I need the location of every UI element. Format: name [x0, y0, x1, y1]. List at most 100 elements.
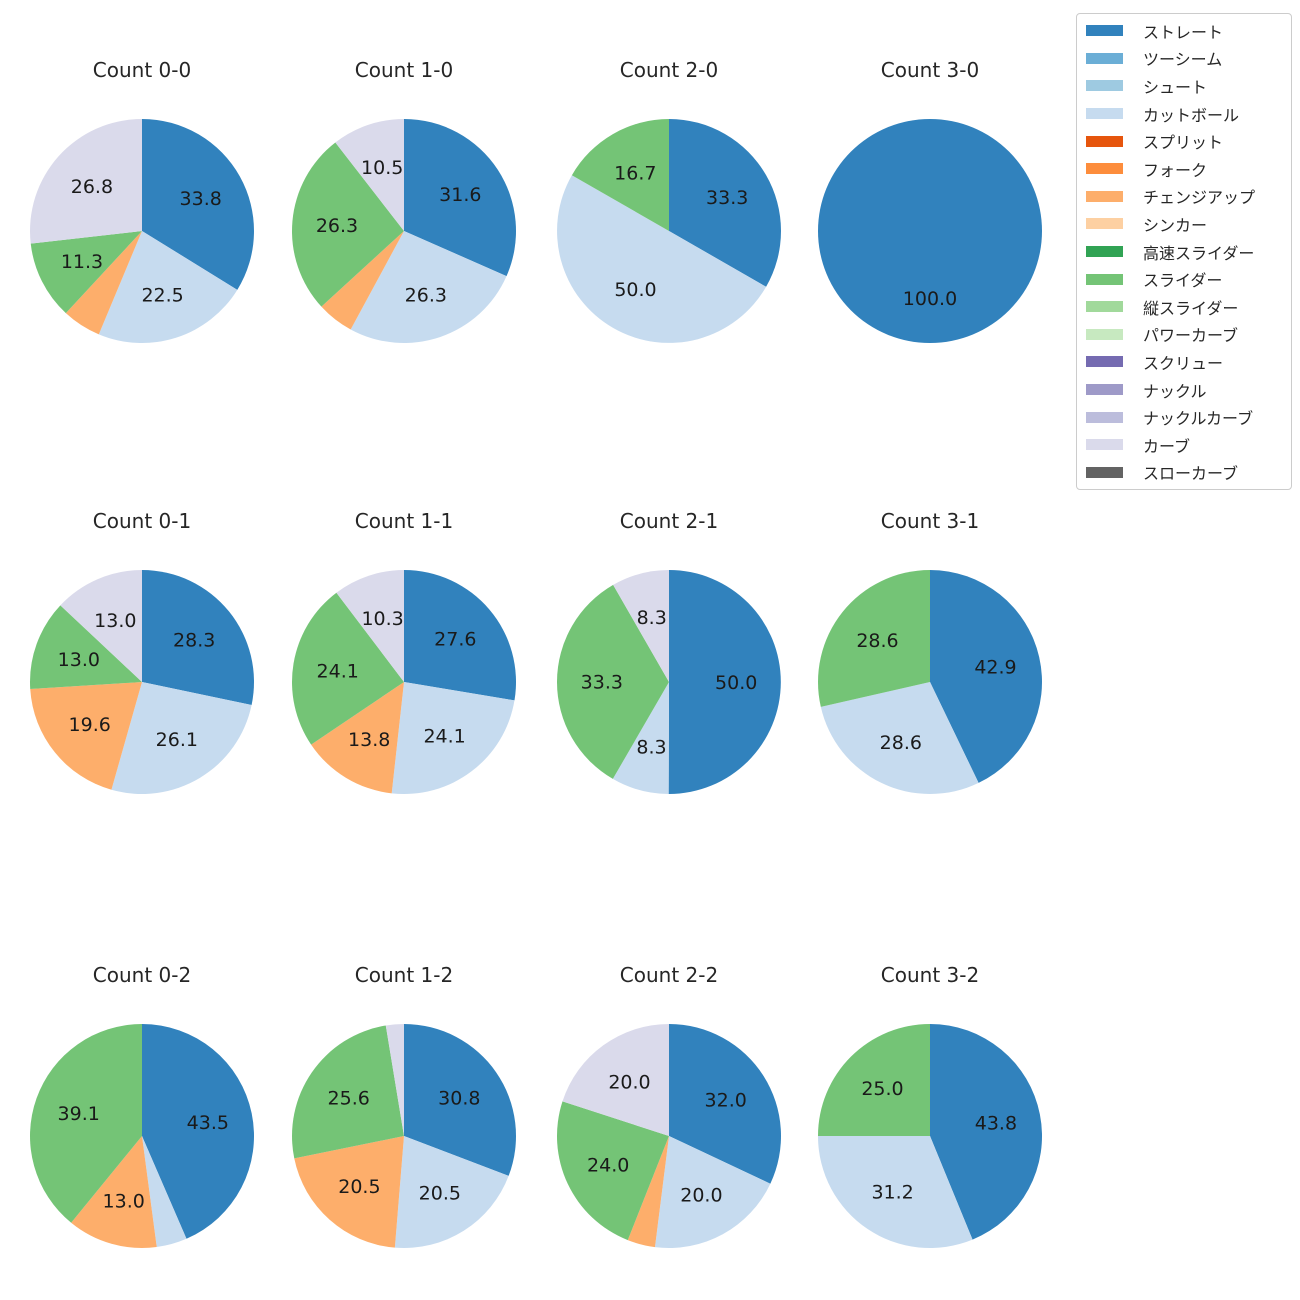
pie-slice — [30, 1024, 142, 1223]
legend-swatch-icon — [1086, 328, 1123, 340]
chart-title-count-3-0: Count 3-0 — [880, 58, 980, 82]
pct-label: 13.0 — [94, 610, 136, 632]
pct-label: 26.3 — [316, 215, 358, 237]
pct-label: 13.0 — [58, 649, 100, 671]
legend-item: ナックルカーブ — [1086, 403, 1285, 431]
chart-cell-count-3-1: Count 3-1 42.9 28.6 28.6 — [810, 507, 1050, 811]
pie-slice — [394, 1136, 509, 1249]
chart-cell-count-3-2: Count 3-2 43.8 31.2 25.0 — [810, 961, 1050, 1265]
legend-swatch-icon — [1086, 356, 1123, 368]
pie-slice — [818, 1024, 930, 1136]
legend-label: パワーカーブ — [1143, 326, 1239, 346]
legend-label: 縦スライダー — [1143, 298, 1239, 318]
legend-label: ナックル — [1143, 381, 1207, 401]
legend-label: チェンジアップ — [1143, 188, 1256, 208]
legend-item: パワーカーブ — [1086, 321, 1285, 349]
pct-label: 22.5 — [141, 285, 183, 307]
pct-label: 31.6 — [439, 184, 481, 206]
pie-slice — [930, 570, 1042, 783]
pie-chart-count-2-1: 50.0 8.3 33.3 8.3 — [556, 570, 781, 795]
pct-label: 26.3 — [405, 284, 447, 306]
pct-label: 13.8 — [348, 729, 390, 751]
pct-label: 28.3 — [173, 629, 215, 651]
legend-item: 高速スライダー — [1086, 238, 1285, 266]
chart-cell-count-1-2: Count 1-2 30.8 20.5 20.5 25.6 — [284, 961, 524, 1265]
pct-label: 20.0 — [680, 1185, 722, 1207]
pie-slice — [30, 119, 142, 244]
pct-label: 10.5 — [361, 157, 403, 179]
pie-chart-count-0-1: 28.3 26.1 19.6 13.0 13.0 — [29, 570, 254, 795]
pie-chart-count-2-2: 32.0 20.0 24.0 20.0 — [556, 1024, 782, 1249]
legend-swatch-icon — [1086, 25, 1123, 37]
chart-title-count-2-0: Count 2-0 — [619, 58, 719, 82]
chart-title-count-0-1: Count 0-1 — [92, 509, 192, 533]
legend-item: ツーシーム — [1086, 45, 1285, 73]
legend-item: カットボール — [1086, 100, 1285, 128]
pct-label: 27.6 — [434, 628, 476, 650]
pie-slice — [65, 231, 142, 335]
pie-slice — [818, 119, 1042, 343]
pct-label: 24.1 — [317, 661, 359, 683]
legend-label: 高速スライダー — [1143, 243, 1255, 263]
legend-swatch-icon — [1086, 218, 1123, 230]
pie-slice — [571, 119, 669, 231]
legend-label: カーブ — [1143, 436, 1191, 456]
chart-title-count-1-0: Count 1-0 — [354, 58, 454, 82]
legend-item: スローカーブ — [1086, 459, 1285, 487]
pct-label: 13.0 — [103, 1190, 145, 1212]
chart-cell-count-0-0: Count 0-0 33.8 22.5 11.3 26.8 — [22, 56, 262, 360]
legend-label: シンカー — [1143, 215, 1208, 235]
pie-chart-count-0-0: 33.8 22.5 11.3 26.8 — [30, 119, 254, 344]
pct-label: 50.0 — [614, 279, 656, 301]
legend-item: ナックル — [1086, 376, 1285, 404]
legend-item: ストレート — [1086, 17, 1285, 45]
legend-swatch-icon — [1086, 135, 1123, 147]
pie-slice — [291, 142, 404, 307]
legend-swatch-icon — [1086, 108, 1123, 120]
pie-slice — [291, 592, 404, 745]
chart-title-count-2-1: Count 2-1 — [619, 509, 719, 533]
pct-label: 16.7 — [614, 162, 656, 184]
chart-cell-count-0-2: Count 0-2 43.5 13.0 39.1 — [22, 961, 262, 1265]
pct-label: 28.6 — [856, 630, 898, 652]
pct-label: 43.5 — [187, 1112, 229, 1134]
legend-label: スクリュー — [1143, 353, 1224, 373]
chart-title-count-1-1: Count 1-1 — [354, 509, 454, 533]
pie-slice — [404, 1024, 516, 1176]
chart-title-count-0-2: Count 0-2 — [92, 963, 192, 987]
chart-cell-count-1-1: Count 1-1 27.6 24.1 13.8 24.1 10.3 — [284, 507, 524, 811]
pct-label: 26.1 — [156, 729, 198, 751]
pie-slice — [321, 231, 404, 330]
pct-label: 31.2 — [871, 1181, 913, 1203]
chart-title-count-3-1: Count 3-1 — [880, 509, 980, 533]
pct-label: 42.9 — [974, 657, 1016, 679]
legend-label: スライダー — [1143, 271, 1223, 291]
chart-cell-count-2-2: Count 2-2 32.0 20.0 24.0 20.0 — [549, 961, 789, 1265]
pct-label: 24.1 — [423, 725, 465, 747]
chart-cell-count-1-0: Count 1-0 31.6 26.3 26.3 10.5 — [284, 56, 524, 360]
legend-swatch-icon — [1086, 52, 1123, 64]
legend-label: スプリット — [1143, 133, 1224, 153]
pct-label: 33.3 — [581, 672, 623, 694]
pie-slice — [385, 1024, 404, 1136]
pie-slice — [612, 682, 669, 794]
pct-label: 20.0 — [608, 1071, 650, 1093]
pie-slice — [311, 682, 404, 794]
chart-cell-count-2-1: Count 2-1 50.0 8.3 33.3 8.3 — [549, 507, 789, 811]
pie-slice — [30, 682, 142, 790]
pie-slice — [556, 584, 669, 779]
pie-slice — [668, 570, 781, 795]
pct-label: 24.0 — [587, 1154, 629, 1176]
chart-cell-count-3-0: Count 3-0 100.0 — [810, 56, 1050, 360]
pie-chart-count-3-0: 100.0 — [818, 119, 1042, 343]
pie-slice — [142, 570, 254, 706]
pie-slice — [669, 1024, 782, 1184]
pct-label: 100.0 — [903, 288, 957, 310]
pct-label: 26.8 — [71, 176, 113, 198]
legend-swatch-icon — [1086, 301, 1123, 313]
legend-label: スローカーブ — [1143, 464, 1239, 484]
pie-slice — [142, 1024, 255, 1239]
pct-label: 43.8 — [975, 1113, 1017, 1135]
legend-swatch-icon — [1086, 190, 1123, 202]
legend-swatch-icon — [1086, 411, 1123, 423]
